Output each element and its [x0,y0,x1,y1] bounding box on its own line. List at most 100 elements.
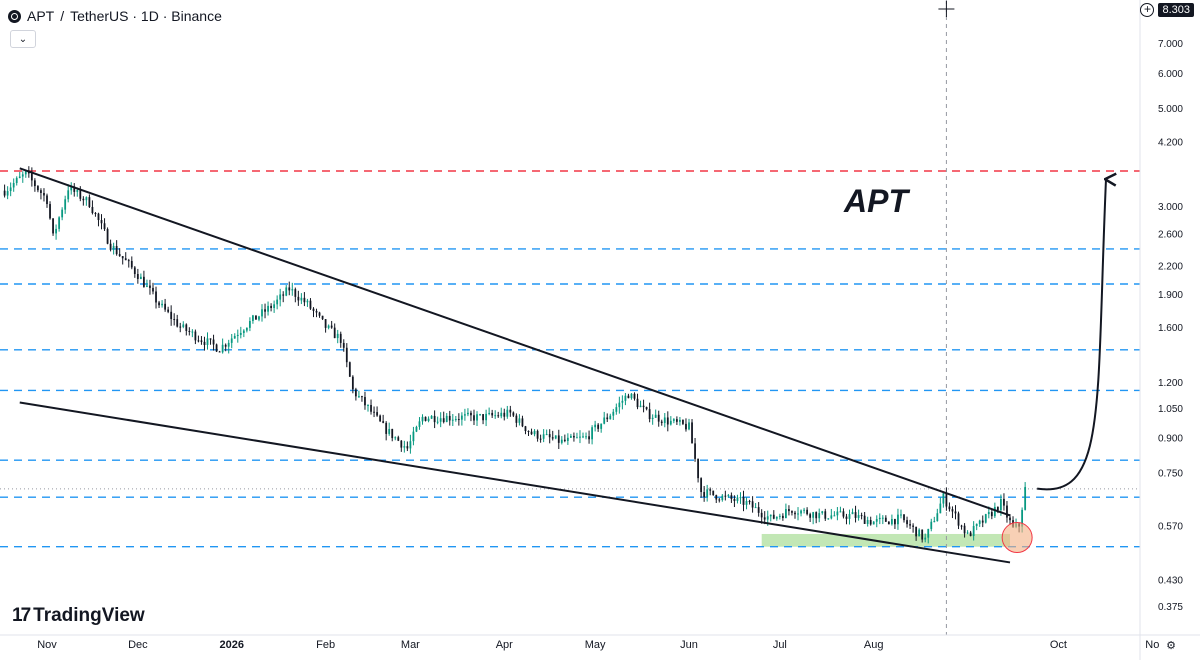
candle-body [258,316,260,320]
candle-body [209,338,212,340]
candle-body [288,287,291,291]
candle-body [845,516,848,519]
candle-body [887,521,890,525]
candle-body [167,309,170,312]
price-tick-label: 6.000 [1158,69,1183,80]
candle-body [470,412,472,416]
candle-body [539,438,542,440]
candle-body [248,320,251,328]
candle-body [766,516,769,520]
pair-info: TetherUS · 1D · Binance [70,8,222,24]
candle-body [185,324,188,331]
candle-body [951,509,954,512]
candle-body [118,254,121,257]
candle-body [479,414,481,416]
candle-body [297,296,300,301]
candle-body [842,511,845,517]
candle-body [282,294,285,296]
time-tick-label: 2026 [219,639,243,651]
collapse-legend-button[interactable]: ⌄ [10,30,36,48]
candle-body [394,437,397,439]
candle-body [476,414,478,421]
candle-body [548,434,551,438]
candle-body [715,495,718,500]
candle-body [364,397,366,406]
price-tick-label: 5.000 [1158,104,1183,115]
breakout-circle [1001,522,1033,554]
candle-body [9,187,12,192]
candle-body [603,417,606,424]
candle-body [397,437,400,441]
candle-body [1024,486,1027,510]
candle-body [279,294,282,300]
candle-body [149,285,151,288]
candle-body [67,190,70,200]
candle-body [351,376,354,390]
candle-body [30,173,33,181]
candle-body [663,417,666,423]
candle-body [730,495,733,499]
add-alert-icon[interactable]: + [1140,3,1155,17]
candle-body [863,515,866,524]
candle-body [654,414,657,418]
candle-body [800,510,802,514]
candle-body [91,206,94,213]
candle-body [182,324,185,327]
candle-body [491,412,494,416]
candle-body [954,511,957,514]
candle-body [409,441,412,449]
trendline-lower [19,401,1011,564]
candle-body [236,334,239,337]
candle-body [536,430,539,439]
candle-body [33,180,36,187]
candle-body [158,302,160,306]
candle-body [482,414,484,421]
candle-body [521,418,524,427]
candle-body [15,177,18,183]
price-tick-label: 2.200 [1158,262,1183,273]
candle-body [648,409,651,420]
candle-body [669,420,672,425]
candle-body [143,276,145,287]
candle-body [627,395,630,399]
candle-body [285,287,288,296]
candle-body [573,435,575,438]
candle-body [303,297,306,303]
time-tick-label: No [1145,639,1159,651]
candle-body [612,411,615,416]
candle-body [712,490,715,496]
candle-body [127,260,130,262]
candle-body [639,405,642,408]
candle-body [464,414,466,416]
candle-body [948,506,951,510]
candle-body [342,342,345,348]
candle-body [606,417,609,420]
time-tick-label: Mar [401,639,420,651]
candle-body [851,512,854,515]
candle-body [358,396,360,398]
candle-body [966,532,969,534]
candle-body [515,415,518,423]
candle-body [276,299,279,305]
candle-body [615,407,618,412]
candle-body [918,529,921,537]
candle-body [566,437,569,441]
candle-body [439,418,442,422]
candle-body [900,514,902,516]
candle-body [82,198,85,201]
candle-body [315,310,318,313]
candle-body [385,422,388,434]
candle-body [527,430,530,432]
candle-body [836,511,839,516]
candle-body [457,419,460,421]
tradingview-logo: 17 TradingView [12,605,145,627]
candle-body [915,526,918,537]
symbol-name[interactable]: APT [27,8,55,24]
candle-body [103,223,106,230]
candle-body [624,395,627,401]
candle-body [984,514,987,523]
candle-body [721,495,724,501]
candle-body [682,419,684,424]
symbol-header[interactable]: APT / TetherUS · 1D · Binance [8,6,222,26]
